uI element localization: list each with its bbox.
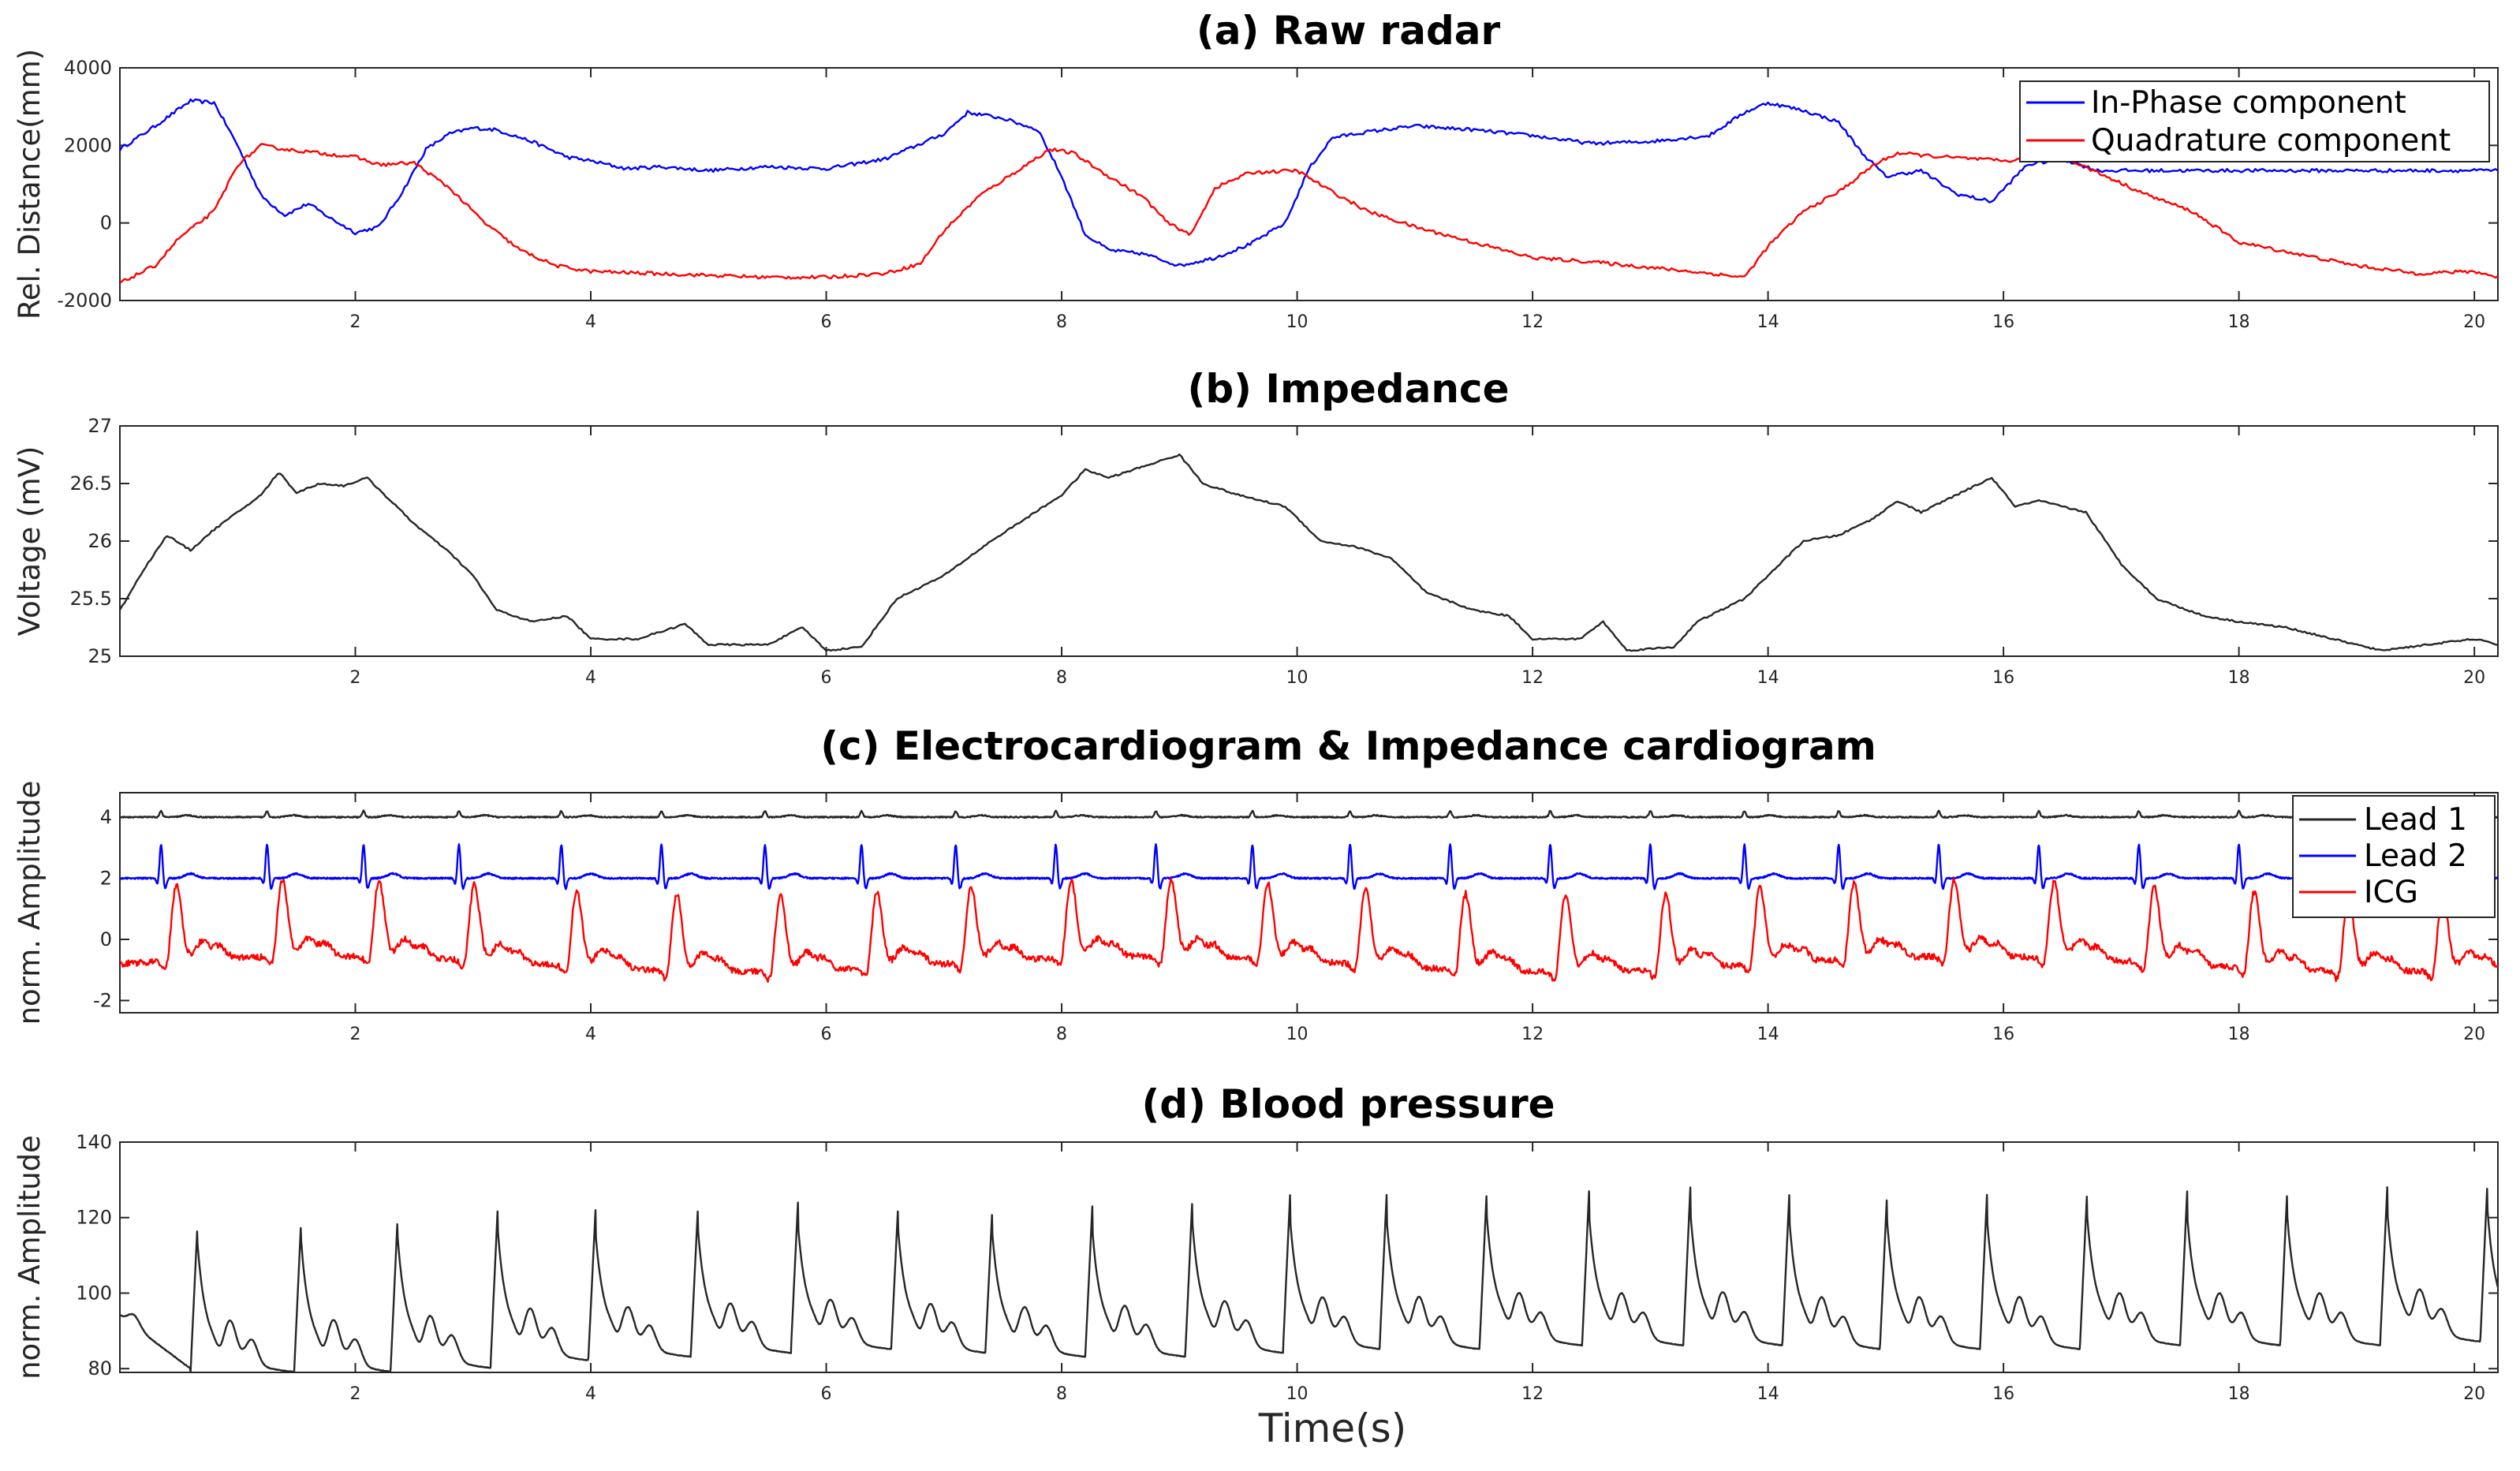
x-tick-label: 2: [350, 1384, 361, 1404]
axes-frame: [119, 792, 2499, 1014]
chart-panel-1: (a) Raw radar Rel. Distance(mm) 2 4 6 8 10 12 14…: [13, 8, 2499, 332]
y-tick-label: 120: [76, 1207, 112, 1229]
x-tick-label: 14: [1757, 312, 1779, 332]
y-axis-label: Rel. Distance(mm): [13, 49, 47, 319]
x-tick-label: 6: [821, 668, 832, 688]
x-tick-label: 6: [821, 1025, 832, 1044]
x-tick-label: 4: [585, 1384, 596, 1404]
plot-area: [120, 1186, 2498, 1372]
x-tick-label: 10: [1286, 1384, 1309, 1404]
plot-area: [120, 98, 2498, 284]
series-line-icg: [120, 877, 2498, 983]
y-tick-label: 0: [100, 212, 112, 234]
x-tick-label: 14: [1757, 1384, 1779, 1404]
x-tick-label: 8: [1056, 1025, 1067, 1044]
legend-label: ICG: [2364, 875, 2418, 910]
y-tick-label: 4000: [64, 57, 112, 79]
x-tick-label: 2: [350, 1025, 361, 1044]
legend-label: Lead 1: [2364, 802, 2467, 838]
x-tick-label: 10: [1286, 1025, 1309, 1044]
x-tick-label: 8: [1056, 1384, 1067, 1404]
y-tick-label: 2: [100, 868, 112, 890]
x-tick-label: 18: [2228, 1025, 2250, 1044]
axes-frame: [119, 425, 2499, 657]
y-tick-label: 2000: [64, 134, 112, 156]
y-tick-label: 27: [88, 415, 112, 437]
y-tick-label: 4: [100, 806, 112, 828]
y-tick-label: -2000: [57, 289, 112, 312]
legend-box: [2019, 80, 2490, 162]
x-tick-label: 20: [2463, 312, 2485, 332]
x-tick-label: 14: [1757, 668, 1779, 688]
legend-label: In-Phase component: [2091, 85, 2406, 121]
y-tick-label: 25: [88, 645, 112, 667]
x-tick-label: 4: [585, 1025, 596, 1044]
y-tick-label: 140: [76, 1131, 112, 1153]
x-tick-label: 6: [821, 312, 832, 332]
y-tick-label: 26: [88, 530, 112, 552]
chart-title: (c) Electrocardiogram & Impedance cardio…: [820, 723, 1876, 769]
x-tick-label: 12: [1521, 312, 1544, 332]
plot-area: [120, 453, 2498, 652]
y-tick-label: -2: [93, 990, 112, 1012]
y-tick-label: 80: [88, 1357, 112, 1380]
chart-title: (d) Blood pressure: [1141, 1081, 1555, 1127]
series-line-lead-2: [120, 843, 2498, 890]
x-tick-label: 14: [1757, 1025, 1779, 1044]
x-tick-label: 18: [2228, 1384, 2250, 1404]
chart-panel-2: (b) Impedance Voltage (mV) 2 4 6 8 10 12 14 16 18 2…: [13, 366, 2499, 688]
x-tick-label: 18: [2228, 312, 2250, 332]
x-tick-label: 4: [585, 668, 596, 688]
y-tick-label: 0: [100, 928, 112, 950]
y-tick-label: 100: [76, 1282, 112, 1304]
x-tick-label: 16: [1992, 668, 2014, 688]
x-tick-label: 8: [1056, 668, 1067, 688]
x-tick-label: 12: [1521, 1384, 1544, 1404]
y-axis-label: Voltage (mV): [13, 446, 47, 637]
axes-frame: [119, 1141, 2499, 1373]
x-tick-label: 6: [821, 1384, 832, 1404]
x-tick-label: 20: [2463, 1384, 2485, 1404]
chart-title: (a) Raw radar: [1197, 8, 1501, 54]
chart-panel-3: (c) Electrocardiogram & Impedance cardio…: [13, 723, 2499, 1044]
x-tick-label: 8: [1056, 312, 1067, 332]
x-tick-label: 18: [2228, 668, 2250, 688]
x-tick-label: 10: [1286, 668, 1309, 688]
x-tick-label: 16: [1992, 1025, 2014, 1044]
series-line-impedance: [120, 453, 2498, 652]
y-axis-label: norm. Amplitude: [13, 781, 47, 1025]
x-tick-label: 4: [585, 312, 596, 332]
x-tick-label: 10: [1286, 312, 1309, 332]
x-tick-label: 2: [350, 312, 361, 332]
y-tick-label: 26.5: [70, 472, 112, 495]
legend-label: Quadrature component: [2091, 123, 2451, 159]
series-line-lead-1: [120, 809, 2498, 819]
series-line-in-phase-component: [120, 98, 2498, 267]
y-axis-label: norm. Amplitude: [13, 1135, 47, 1380]
x-tick-label: 20: [2463, 1025, 2485, 1044]
series-line-blood-pressure: [120, 1186, 2498, 1372]
x-tick-label: 12: [1521, 668, 1544, 688]
legend-label: Lead 2: [2364, 838, 2467, 874]
x-tick-label: 16: [1992, 312, 2014, 332]
chart-panel-4: (d) Blood pressure norm. Amplitude 2 4 6 8 10 1…: [13, 1081, 2499, 1451]
x-tick-label: 2: [350, 668, 361, 688]
x-tick-label: 16: [1992, 1384, 2014, 1404]
series-line-quadrature-component: [120, 143, 2498, 284]
y-tick-label: 25.5: [70, 588, 112, 610]
plot-area: [120, 809, 2498, 983]
x-tick-label: 20: [2463, 668, 2485, 688]
x-axis-label: Time(s): [1258, 1406, 1406, 1451]
chart-title: (b) Impedance: [1188, 366, 1510, 412]
x-tick-label: 12: [1521, 1025, 1544, 1044]
